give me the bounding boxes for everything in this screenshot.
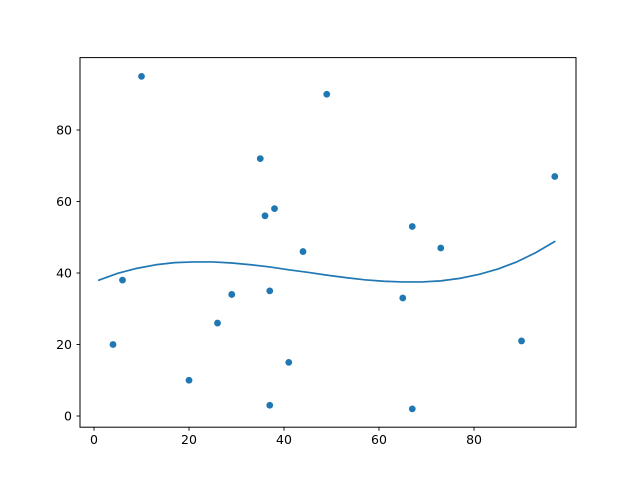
scatter-point [109,341,117,348]
axes-layer: 0 20 40 60 80 0 20 40 60 80 [56,57,577,447]
scatter-points-layer [109,72,559,413]
scatter-point [138,72,145,80]
y-tick-label: 40 [56,265,72,280]
scatter-point [299,248,307,255]
scatter-point [119,276,126,284]
scatter-point [437,244,445,252]
scatter-point [266,287,274,295]
scatter-point [408,405,416,413]
scatter-point [214,319,221,327]
scatter-point [228,291,236,298]
y-tick-label: 80 [56,122,72,137]
scatter-point [399,294,407,302]
y-tick-label: 20 [56,337,72,352]
x-tick-label: 20 [181,432,197,447]
x-tick-label: 40 [276,432,292,447]
scatter-point [285,358,293,366]
scatter-point [266,401,274,409]
scatter-point [551,173,559,180]
scatter-point [323,90,331,98]
y-tick-label: 0 [64,408,72,423]
scatter-point [408,223,416,230]
trend-line-layer [97,240,556,283]
x-tick-label: 80 [466,432,482,447]
plot-frame [79,57,577,428]
scatter-point [256,155,264,163]
x-tick-label: 0 [90,432,98,447]
trend-line [97,240,556,283]
scatter-point [518,337,525,345]
scatter-point [271,205,278,213]
y-tick-label: 60 [56,194,72,209]
scatter-point [185,376,193,384]
x-tick-label: 60 [371,432,387,447]
scatter-point [261,212,269,220]
